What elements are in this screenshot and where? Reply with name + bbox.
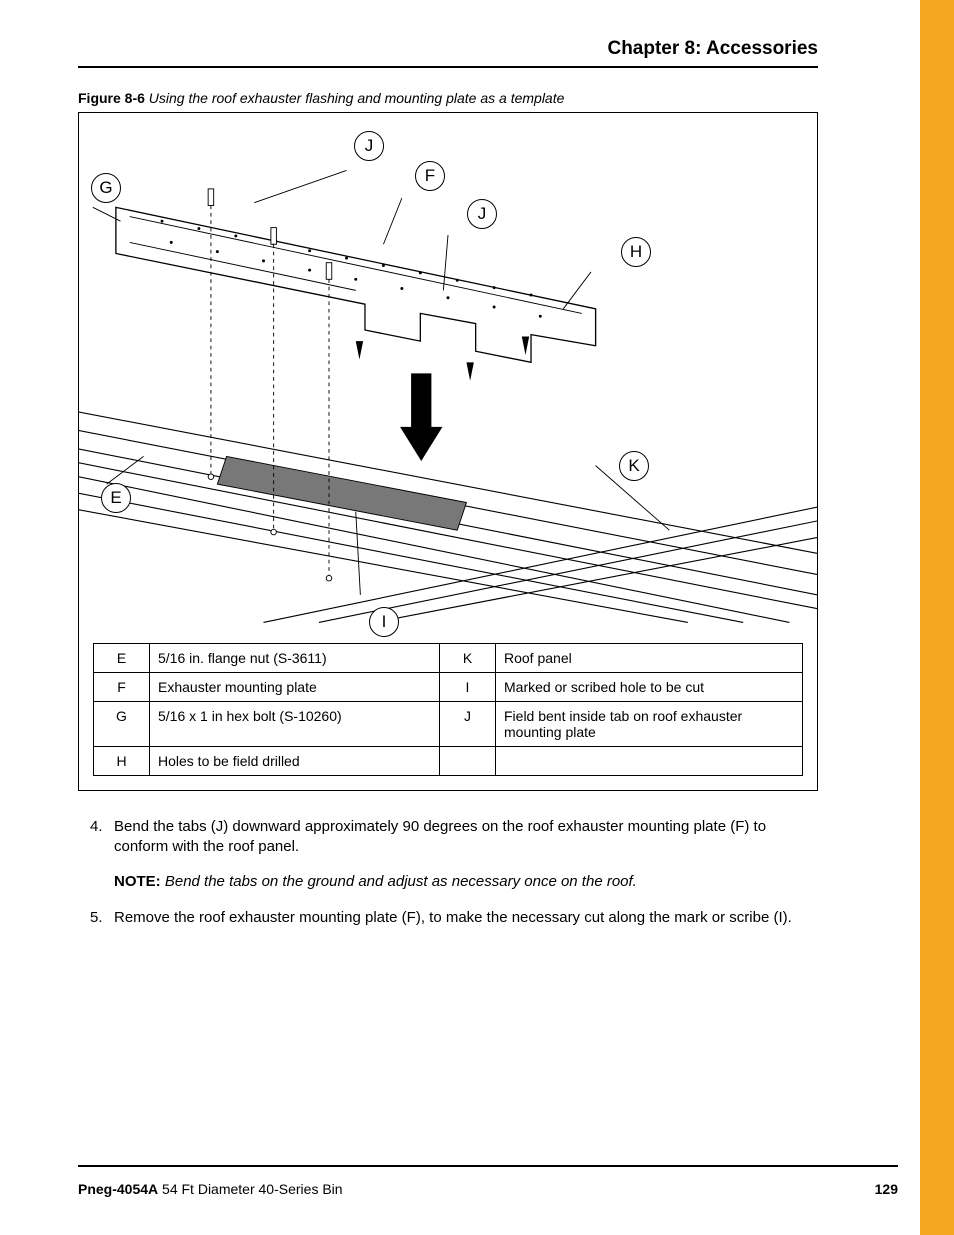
legend-key: I bbox=[440, 673, 496, 702]
callout-H: H bbox=[621, 237, 651, 267]
step-list: 4. Bend the tabs (J) downward approximat… bbox=[78, 817, 818, 928]
legend-table: E 5/16 in. flange nut (S-3611) K Roof pa… bbox=[93, 643, 803, 776]
callout-E: E bbox=[101, 483, 131, 513]
note-label: NOTE: bbox=[114, 873, 161, 890]
note-text: Bend the tabs on the ground and adjust a… bbox=[165, 873, 637, 890]
legend-key: K bbox=[440, 644, 496, 673]
note: NOTE: Bend the tabs on the ground and ad… bbox=[114, 872, 818, 892]
legend-key: E bbox=[94, 644, 150, 673]
callout-I: I bbox=[369, 607, 399, 637]
figure-box: J F J H G K E I E 5/16 in. flange nut (S… bbox=[78, 112, 818, 791]
legend-desc: Marked or scribed hole to be cut bbox=[496, 673, 803, 702]
header-rule bbox=[78, 66, 818, 68]
diagram-svg bbox=[79, 113, 817, 643]
legend-desc bbox=[496, 747, 803, 776]
legend-desc: Holes to be field drilled bbox=[150, 747, 440, 776]
legend-key: F bbox=[94, 673, 150, 702]
legend-key: J bbox=[440, 702, 496, 747]
page-number: 129 bbox=[875, 1181, 898, 1197]
callout-J: J bbox=[354, 131, 384, 161]
callout-F: F bbox=[415, 161, 445, 191]
callout-J2: J bbox=[467, 199, 497, 229]
page-footer: Pneg-4054A 54 Ft Diameter 40-Series Bin … bbox=[78, 1165, 898, 1197]
callout-G: G bbox=[91, 173, 121, 203]
footer-rule bbox=[78, 1165, 898, 1167]
accent-bar bbox=[920, 0, 954, 1235]
step-number: 4. bbox=[90, 817, 103, 837]
figure-caption-text: Using the roof exhauster flashing and mo… bbox=[149, 90, 565, 106]
legend-desc: Field bent inside tab on roof exhauster … bbox=[496, 702, 803, 747]
step-text: Bend the tabs (J) downward approximately… bbox=[114, 818, 766, 855]
diagram: J F J H G K E I bbox=[79, 113, 817, 643]
legend-desc: Exhauster mounting plate bbox=[150, 673, 440, 702]
legend-desc: 5/16 in. flange nut (S-3611) bbox=[150, 644, 440, 673]
table-row: E 5/16 in. flange nut (S-3611) K Roof pa… bbox=[94, 644, 803, 673]
step-number: 5. bbox=[90, 908, 103, 928]
figure-label: Figure 8-6 bbox=[78, 90, 145, 106]
step-text: Remove the roof exhauster mounting plate… bbox=[114, 909, 792, 926]
table-row: H Holes to be field drilled bbox=[94, 747, 803, 776]
footer-doc-title: 54 Ft Diameter 40-Series Bin bbox=[158, 1181, 342, 1197]
footer-doc-id: Pneg-4054A bbox=[78, 1181, 158, 1197]
list-item: 5. Remove the roof exhauster mounting pl… bbox=[78, 908, 818, 928]
table-row: F Exhauster mounting plate I Marked or s… bbox=[94, 673, 803, 702]
table-row: G 5/16 x 1 in hex bolt (S-10260) J Field… bbox=[94, 702, 803, 747]
legend-key bbox=[440, 747, 496, 776]
figure-caption: Figure 8-6 Using the roof exhauster flas… bbox=[78, 90, 818, 106]
legend-key: H bbox=[94, 747, 150, 776]
chapter-title: Chapter 8: Accessories bbox=[78, 38, 818, 60]
legend-desc: Roof panel bbox=[496, 644, 803, 673]
legend-key: G bbox=[94, 702, 150, 747]
list-item: 4. Bend the tabs (J) downward approximat… bbox=[78, 817, 818, 892]
legend-desc: 5/16 x 1 in hex bolt (S-10260) bbox=[150, 702, 440, 747]
page-content: Chapter 8: Accessories Figure 8-6 Using … bbox=[0, 0, 890, 928]
footer-doc: Pneg-4054A 54 Ft Diameter 40-Series Bin bbox=[78, 1181, 343, 1197]
callout-K: K bbox=[619, 451, 649, 481]
